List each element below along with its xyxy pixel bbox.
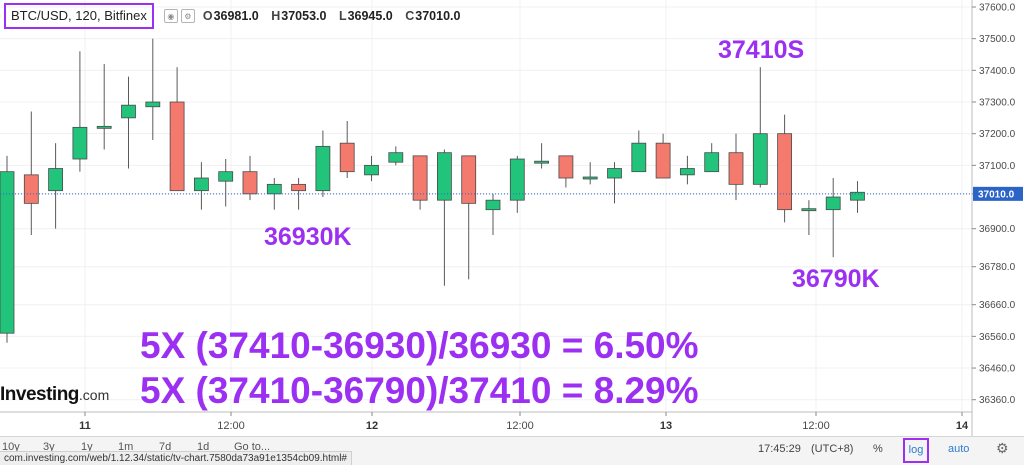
time-axis[interactable] bbox=[0, 411, 972, 416]
price-axis[interactable] bbox=[971, 0, 976, 436]
investing-logo: Investing .com bbox=[0, 384, 109, 406]
time-label-4: 13 bbox=[660, 420, 672, 432]
logo-main-text: Investing bbox=[0, 384, 79, 405]
candle-body-31 bbox=[752, 133, 768, 185]
range-3y[interactable]: 3y bbox=[43, 441, 55, 453]
time-axis-labels: 11 12:00 12 12:00 13 12:00 14 bbox=[79, 420, 969, 432]
price-label-12: 37600.0 bbox=[979, 3, 1016, 14]
candle-body-3 bbox=[72, 126, 88, 160]
range-1d[interactable]: 1d bbox=[197, 441, 210, 453]
candle-bodies bbox=[0, 101, 865, 334]
gridlines bbox=[0, 0, 972, 412]
price-label-9: 37300.0 bbox=[979, 98, 1016, 109]
candle-body-11 bbox=[266, 183, 282, 195]
candle-body-15 bbox=[364, 164, 379, 176]
last-price-tag: 37010.0 bbox=[973, 186, 1023, 201]
price-label-11: 37500.0 bbox=[979, 34, 1016, 45]
candle-body-34 bbox=[825, 196, 841, 211]
time-label-0: 11 bbox=[79, 420, 91, 432]
percent-toggle[interactable]: % bbox=[873, 443, 883, 455]
log-toggle[interactable]: log bbox=[903, 438, 929, 463]
settings-icon[interactable]: ⚙ bbox=[180, 9, 195, 23]
candle-body-0 bbox=[0, 171, 15, 334]
candle-body-33 bbox=[801, 208, 817, 212]
ohlc-high: H37053.0 bbox=[271, 9, 327, 23]
browser-status-bar: com.investing.com/web/1.12.34/static/tv-… bbox=[0, 451, 352, 465]
logo-suffix: .com bbox=[78, 387, 110, 403]
price-label-2: 36560.0 bbox=[979, 332, 1016, 343]
candle-body-25 bbox=[607, 168, 622, 179]
candle-body-18 bbox=[436, 152, 452, 201]
clock-time: 17:45:29 bbox=[758, 443, 801, 455]
range-7d[interactable]: 7d bbox=[159, 441, 172, 453]
candle-body-7 bbox=[169, 101, 185, 192]
candle-body-30 bbox=[728, 152, 744, 185]
time-label-1: 12:00 bbox=[217, 420, 245, 432]
candle-body-16 bbox=[388, 152, 404, 163]
candle-body-22 bbox=[534, 160, 549, 164]
price-axis-labels: 36360.0 36460.0 36560.0 36660.0 36780.0 36900… bbox=[979, 3, 1016, 407]
annotation-low-2: 36790K bbox=[792, 265, 880, 293]
candle-body-5 bbox=[121, 104, 136, 119]
candle-body-24 bbox=[582, 176, 598, 180]
price-label-8: 37200.0 bbox=[979, 129, 1016, 140]
symbol-title[interactable]: BTC/USD, 120, Bitfinex bbox=[4, 3, 154, 29]
range-1y[interactable]: 1y bbox=[81, 441, 93, 453]
ohlc-close: C37010.0 bbox=[405, 9, 461, 23]
candle-body-12 bbox=[291, 183, 307, 192]
price-label-10: 37400.0 bbox=[979, 66, 1016, 77]
candle-body-2 bbox=[48, 168, 63, 192]
legend-icons: ◉ ⚙ bbox=[163, 9, 195, 23]
last-price-tag-box bbox=[973, 186, 1023, 201]
last-price-tag-text: 37010.0 bbox=[978, 189, 1015, 200]
time-label-6: 14 bbox=[956, 420, 969, 432]
range-1m[interactable]: 1m bbox=[118, 441, 134, 453]
candle-body-19 bbox=[461, 155, 477, 204]
candle-body-4 bbox=[96, 125, 112, 129]
price-label-7: 37100.0 bbox=[979, 161, 1016, 172]
go-to-button[interactable]: Go to... bbox=[234, 441, 271, 453]
price-label-3: 36660.0 bbox=[979, 300, 1016, 311]
price-label-1: 36460.0 bbox=[979, 364, 1016, 375]
annotation-low-1: 36930K bbox=[264, 223, 352, 251]
chart-legend: BTC/USD, 120, Bitfinex ◉ ⚙ O36981.0 H370… bbox=[4, 3, 470, 29]
price-label-5: 36900.0 bbox=[979, 224, 1016, 235]
candle-body-10 bbox=[242, 171, 258, 195]
price-label-4: 36780.0 bbox=[979, 262, 1016, 273]
candle-body-26 bbox=[631, 142, 647, 173]
candle-body-23 bbox=[558, 155, 574, 179]
annotation-high: 37410S bbox=[718, 36, 804, 64]
candle-body-35 bbox=[850, 191, 865, 201]
candle-body-8 bbox=[193, 177, 209, 192]
candle-body-6 bbox=[145, 101, 161, 108]
candle-body-32 bbox=[777, 133, 792, 211]
range-10y[interactable]: 10y bbox=[2, 441, 20, 453]
bottom-toolbar: 10y 3y 1y 1m 7d 1d Go to... 17:45:29 (UT… bbox=[0, 436, 1024, 465]
auto-toggle[interactable]: auto bbox=[948, 443, 970, 455]
ohlc-low: L36945.0 bbox=[338, 9, 393, 23]
candle-body-13 bbox=[315, 145, 331, 192]
time-label-2: 12 bbox=[366, 420, 378, 432]
candle-body-9 bbox=[218, 171, 234, 182]
ohlc-open: O36981.0 bbox=[202, 9, 259, 23]
candle-wicks bbox=[6, 38, 858, 343]
candle-body-28 bbox=[680, 168, 695, 176]
time-label-3: 12:00 bbox=[506, 420, 534, 432]
clock-timezone[interactable]: (UTC+8) bbox=[811, 443, 854, 455]
candle-body-14 bbox=[339, 142, 355, 173]
candle-body-1 bbox=[23, 174, 39, 204]
candle-body-20 bbox=[485, 199, 501, 211]
price-label-0: 36360.0 bbox=[979, 395, 1016, 406]
gear-icon[interactable]: ⚙ bbox=[996, 440, 1009, 456]
formula-line-1: 5X (37410-36930)/36930 = 6.50% bbox=[140, 325, 699, 366]
formula-line-2: 5X (37410-36790)/37410 = 8.29% bbox=[140, 370, 699, 411]
candle-body-27 bbox=[655, 142, 671, 179]
candle-body-29 bbox=[704, 152, 720, 173]
time-label-5: 12:00 bbox=[802, 420, 830, 432]
eye-icon[interactable]: ◉ bbox=[163, 9, 178, 23]
candle-body-21 bbox=[509, 158, 525, 201]
candle-body-17 bbox=[412, 155, 428, 201]
ohlc-values: O36981.0 H37053.0 L36945.0 C37010.0 bbox=[203, 9, 470, 23]
